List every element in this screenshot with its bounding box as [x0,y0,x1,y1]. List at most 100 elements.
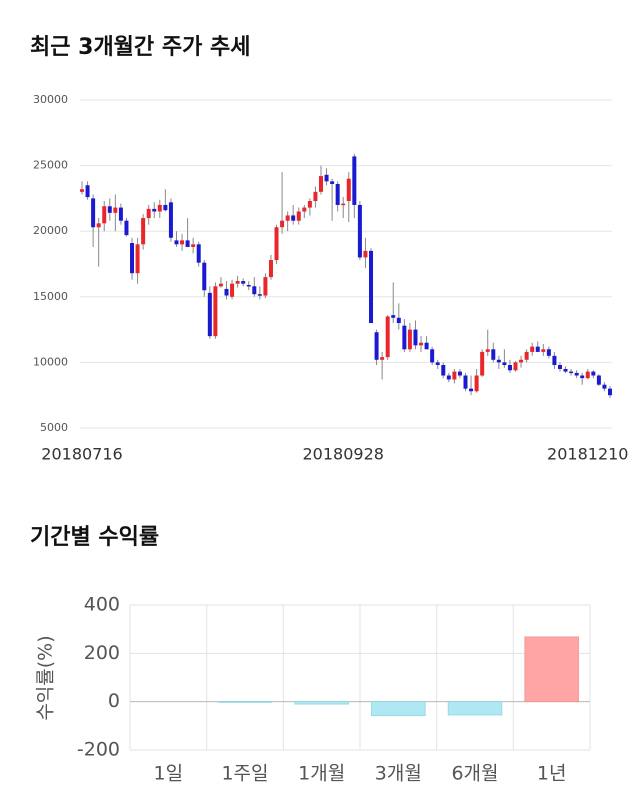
candle-body [296,211,301,221]
candle-body [335,183,340,205]
candle-body [452,371,457,380]
candle-body [241,281,246,284]
candle-body [430,349,435,363]
candle-body [591,371,596,376]
candle-body [380,357,385,360]
candle-body [80,189,84,192]
candle-body [602,384,607,389]
x-tick-label: 1년 [537,763,567,785]
candle-body [596,375,601,385]
candle-body [608,388,612,396]
candle-body [252,286,257,295]
candle-body [191,244,196,247]
chart-title: 기간별 수익률 [30,525,159,550]
candle-body [413,329,418,346]
candle-body [463,375,468,389]
candle-body [263,277,268,296]
candle-body [163,204,168,211]
y-tick-label: 5000 [40,421,68,434]
x-tick-label: 20180716 [41,445,122,464]
candle-body [157,204,162,212]
candle-body [585,371,590,379]
candle-body [207,292,212,337]
y-tick-label: 25000 [33,159,68,172]
candle-body [419,342,424,346]
bar [294,701,349,705]
x-tick-label: 20180928 [303,445,384,464]
candle-body [502,362,507,366]
candle-body [385,316,390,358]
candle-body [202,262,207,291]
candle-body [324,174,329,182]
candle-body [130,243,135,274]
x-tick-label: 20181210 [547,445,628,464]
candle-body [474,375,479,392]
candle-body [541,349,546,352]
y-tick-label: 10000 [33,355,68,368]
candle-body [496,359,501,363]
candle-body [457,371,462,376]
candle-body [424,342,429,350]
candle-body [485,349,490,352]
candle-body [535,346,540,352]
candle-body [107,206,112,213]
candle-body [85,185,90,198]
candle-body [268,260,273,278]
candle-body [118,207,123,221]
candle-body [224,288,229,296]
candle-body [363,250,368,258]
candle-body [491,349,496,360]
candle-body [396,317,401,324]
bar [371,701,426,717]
y-tick-label: 0 [108,690,120,712]
candle-body [357,204,362,258]
candle-body [469,388,474,392]
candle-body [552,355,557,366]
y-axis-label: 수익률(%) [35,635,57,720]
x-tick-label: 6개월 [451,763,498,785]
candle-body [374,332,379,360]
candle-body [407,329,412,350]
candle-body [146,208,151,219]
candle-body [274,227,279,261]
candle-body [102,206,107,224]
candle-body [530,346,535,352]
candle-body [313,191,318,202]
candle-body [302,207,307,212]
candle-body [574,372,579,376]
candle-body [218,283,223,287]
candle-body [557,365,562,369]
y-tick-label: -200 [77,739,120,761]
candle-body [246,284,251,287]
candle-body [513,362,518,371]
y-tick-label: 400 [84,594,120,616]
candle-body [96,223,101,228]
candle-body [307,201,312,208]
candle-body [152,208,157,212]
candle-body [318,176,323,192]
bar [447,701,503,716]
candle-body [519,359,524,363]
y-tick-label: 20000 [33,224,68,237]
candle-body [480,351,485,376]
candle-body [330,181,335,184]
x-tick-label: 3개월 [375,763,422,785]
candle-body [369,250,374,324]
y-tick-label: 30000 [33,93,68,106]
candle-body [185,240,190,247]
candle-body [446,375,451,380]
candle-body [441,365,446,376]
candle-body [174,240,179,245]
candle-body [563,368,568,372]
y-tick-label: 200 [84,642,120,664]
candle-body [346,178,351,202]
x-tick-label: 1주일 [221,763,268,785]
candle-body [196,244,201,263]
candle-body [213,286,218,337]
x-tick-label: 1개월 [298,763,345,785]
candle-body [230,283,235,297]
candle-body [141,218,146,245]
chart-title: 최근 3개월간 주가 추세 [30,35,250,60]
candle-body [257,294,262,296]
